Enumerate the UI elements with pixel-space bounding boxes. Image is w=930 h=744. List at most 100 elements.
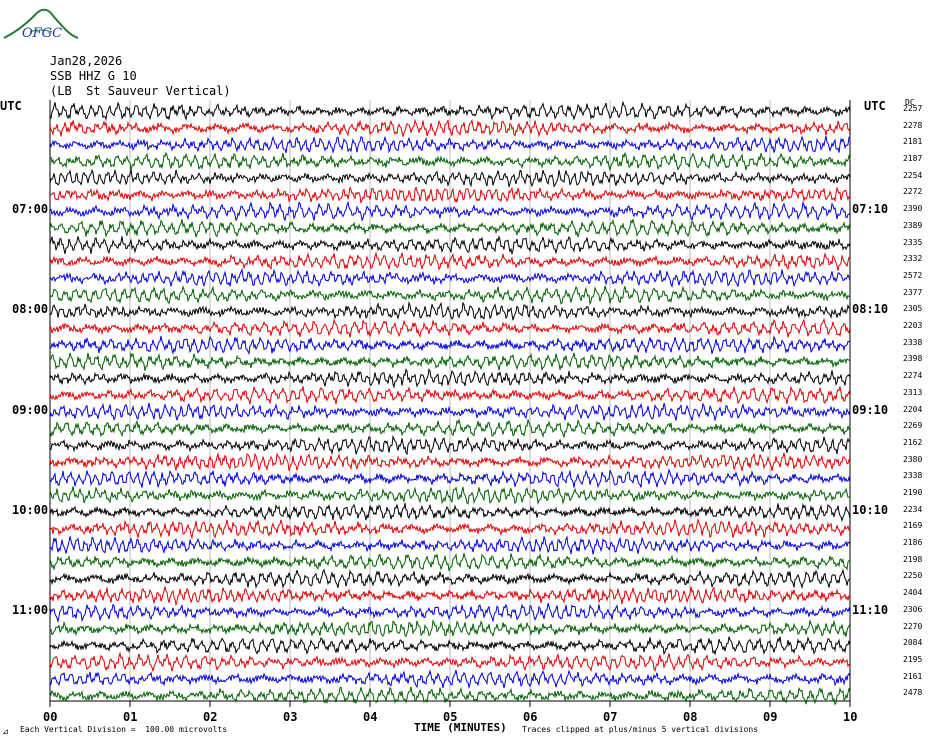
trace-row-25 (49, 502, 851, 523)
utc-right-label: UTC (864, 99, 886, 113)
trace-row-27 (49, 535, 851, 555)
trace-row-35 (49, 669, 851, 690)
trace-row-14 (49, 317, 851, 338)
dc-offset-label: 2257 (903, 104, 923, 113)
trace-row-15 (49, 335, 851, 356)
trace-row-34 (49, 651, 851, 673)
trace-row-30 (49, 586, 851, 607)
trace-row-3 (49, 135, 851, 154)
trace-row-18 (49, 385, 851, 405)
dc-offset-label: 2254 (903, 170, 923, 180)
trace-row-29 (49, 568, 851, 590)
trace-row-8 (49, 218, 851, 238)
footer-scale: Each Vertical Division = 100.00 microvol… (20, 725, 228, 734)
trace-row-5 (49, 168, 851, 188)
trace-row-4 (49, 151, 851, 171)
dc-offset-label: 2203 (903, 321, 923, 331)
trace-row-1 (49, 100, 851, 122)
dc-offset-label: 2390 (903, 204, 923, 214)
dc-offset-label: 2404 (903, 588, 923, 598)
x-tick-label: 01 (123, 710, 138, 724)
trace-row-33 (49, 636, 851, 656)
x-tick-label: 06 (523, 710, 538, 724)
trace-row-7 (49, 200, 851, 222)
x-tick-label: 00 (43, 710, 58, 724)
dc-offset-label: 2572 (903, 270, 923, 280)
footer-mark: ⊿ (2, 727, 9, 736)
dc-offset-label: 2313 (903, 387, 923, 397)
x-tick-label: 10 (843, 710, 858, 724)
hour-label-right: 08:10 (852, 302, 889, 317)
x-tick-label: 07 (603, 710, 618, 724)
dc-offset-label: 2169 (903, 521, 923, 531)
x-tick-label: 05 (443, 710, 458, 724)
dc-offset-label: 2190 (903, 487, 923, 497)
dc-offset-label: 2270 (903, 621, 923, 631)
trace-row-21 (49, 434, 851, 456)
x-tick-label: 02 (203, 710, 218, 724)
trace-row-12 (49, 285, 851, 306)
hour-label-right: 07:10 (852, 202, 889, 217)
trace-row-19 (49, 402, 851, 422)
trace-row-22 (49, 452, 851, 472)
x-tick-label: 09 (763, 710, 778, 724)
dc-offset-label: 2335 (903, 237, 923, 247)
dc-offset-label: 2278 (903, 120, 923, 130)
hour-label-right: 11:10 (852, 602, 889, 617)
trace-row-6 (49, 186, 851, 204)
dc-offset-label: 2187 (903, 154, 923, 164)
utc-left-label: UTC (0, 99, 22, 113)
header-station-name: (LB St Sauveur Vertical) (50, 84, 231, 98)
trace-row-20 (49, 418, 851, 439)
hour-label-left: 10:00 (12, 502, 49, 517)
ofgc-logo: OFGC (0, 0, 80, 46)
trace-row-24 (49, 486, 851, 505)
dc-offset-label: 2305 (903, 304, 923, 314)
dc-offset-label: 2161 (903, 671, 923, 681)
dc-offset-label: 2186 (903, 538, 923, 548)
trace-row-23 (49, 468, 851, 489)
trace-row-2 (49, 118, 851, 139)
dc-offset-label: 2306 (903, 604, 923, 614)
trace-row-17 (49, 368, 851, 389)
logo-text: OFGC (22, 26, 63, 41)
dc-offset-label: 2380 (903, 454, 923, 464)
dc-offset-label: 2198 (903, 554, 923, 564)
trace-row-26 (49, 517, 851, 540)
trace-row-31 (49, 603, 851, 624)
dc-offset-label: 2332 (903, 254, 923, 264)
x-tick-label: 03 (283, 710, 298, 724)
hour-label-right: 09:10 (852, 402, 889, 417)
dc-offset-label: 2398 (903, 354, 923, 364)
trace-row-32 (49, 619, 851, 638)
dc-offset-label: 2234 (903, 504, 923, 514)
dc-offset-label: 2338 (903, 337, 923, 347)
dc-offset-label: 2084 (903, 638, 923, 648)
hour-label-left: 08:00 (12, 302, 49, 317)
trace-row-10 (49, 251, 851, 271)
dc-offset-label: 2181 (903, 137, 923, 147)
trace-row-11 (49, 267, 851, 289)
logo-mountain-icon (3, 8, 79, 39)
dc-label: DC (905, 98, 915, 107)
header-date: Jan28,2026 (50, 54, 123, 68)
dc-offset-label: 2274 (903, 371, 923, 381)
hour-label-left: 09:00 (12, 402, 49, 417)
x-tick-label: 08 (683, 710, 698, 724)
x-tick-label: 04 (363, 710, 378, 724)
dc-offset-label: 2338 (903, 471, 923, 481)
footer-clip: Traces clipped at plus/minus 5 vertical … (522, 725, 759, 734)
header-station: SSB HHZ G 10 (50, 69, 137, 83)
dc-offset-label: 2272 (903, 187, 923, 197)
hour-label-left: 07:00 (12, 202, 49, 217)
hour-label-right: 10:10 (852, 502, 889, 517)
dc-offset-label: 2162 (903, 437, 923, 447)
dc-offset-label: 2204 (903, 404, 923, 414)
dc-offset-label: 2377 (903, 287, 923, 297)
dc-offset-label: 2389 (903, 220, 923, 230)
dc-offset-label: 2478 (903, 688, 923, 698)
trace-row-13 (49, 300, 851, 321)
x-axis-title: TIME (MINUTES) (414, 721, 507, 734)
trace-row-16 (49, 352, 851, 372)
